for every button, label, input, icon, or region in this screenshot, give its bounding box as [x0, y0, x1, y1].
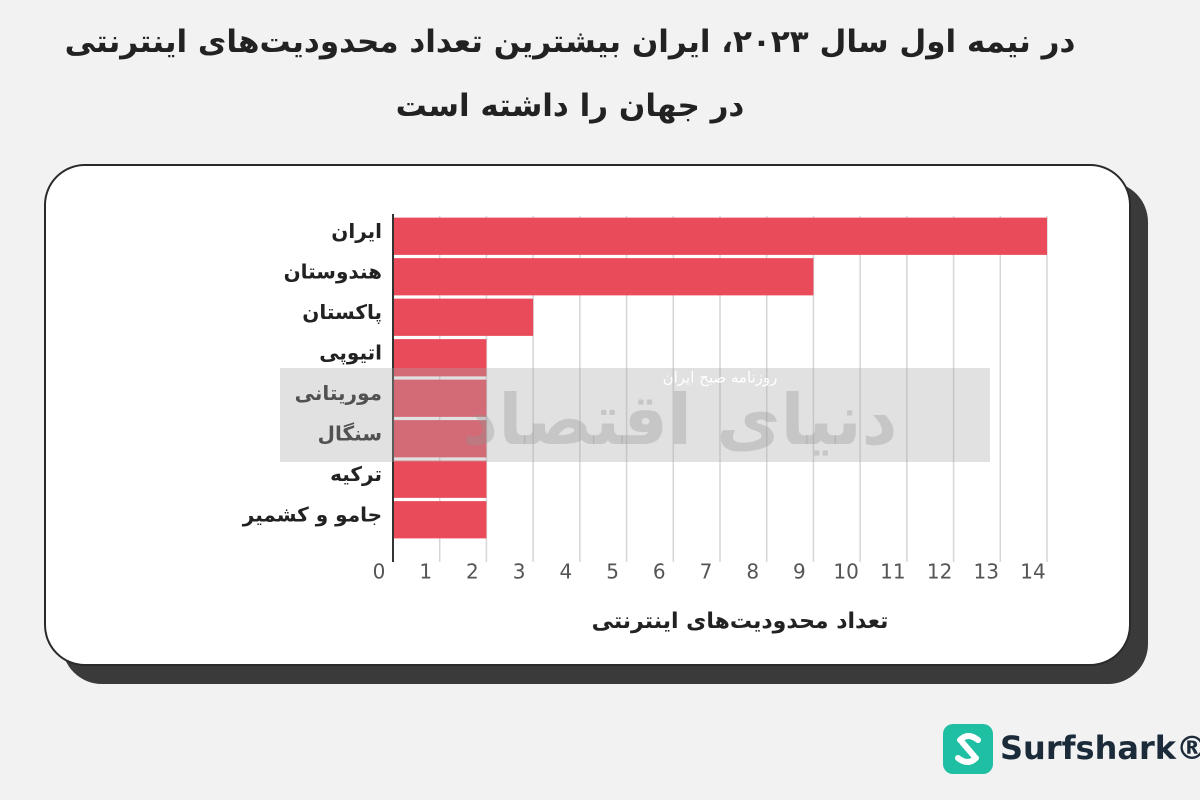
y-tick-label: پاکستان	[302, 300, 382, 325]
logo-mark	[955, 733, 981, 765]
watermark-band	[280, 368, 990, 462]
x-tick-label: 3	[513, 560, 526, 584]
bar	[393, 258, 814, 296]
logo-text: Surfshark®	[1000, 729, 1200, 767]
x-tick-label: 7	[700, 560, 713, 584]
y-tick-label: ترکیه	[330, 462, 382, 486]
bar	[393, 379, 487, 417]
y-tick-label: هندوستان	[284, 259, 382, 283]
y-tick-label: ایران	[331, 219, 382, 243]
y-tick-label: موریتانی	[295, 381, 382, 405]
x-tick-label: 11	[880, 560, 905, 584]
watermark-brand: دنیای اقتصاد	[462, 379, 897, 461]
x-tick-label: 10	[833, 560, 858, 584]
plot: 0 1 2 3 4 5 6 7 8 9 10 11 12 13 14ایرانهندوستانپاکستان…	[242, 214, 1048, 584]
y-tick-label: اتیوپی	[319, 340, 382, 365]
card	[44, 164, 1131, 666]
x-tick-label: 9	[793, 560, 806, 584]
x-tick-label: 5	[606, 560, 619, 584]
bar	[393, 298, 534, 336]
x-tick-label: 14	[1020, 560, 1045, 584]
x-tick-label: 12	[927, 560, 952, 584]
bar	[393, 501, 487, 539]
chart-title: در نیمه اول سال ۲۰۲۳، ایران بیشترین تعدا…	[64, 24, 1076, 124]
x-tick-label: 4	[559, 560, 572, 584]
y-tick-label: سنگال	[318, 421, 382, 445]
x-tick-label: 6	[653, 560, 666, 584]
x-tick-label: 8	[746, 560, 759, 584]
y-tick-label: جامو و کشمیر	[242, 502, 382, 526]
x-tick-label: 1	[419, 560, 432, 584]
bar	[393, 420, 487, 458]
bar	[393, 460, 487, 498]
bar	[393, 339, 487, 377]
x-axis-label: تعداد محدودیت‌های اینترنتی	[592, 609, 889, 634]
x-tick-label: 0	[373, 560, 386, 584]
bar	[393, 217, 1047, 255]
x-tick-label: 13	[974, 560, 999, 584]
watermark-text: روزنامه صبح ایران	[663, 369, 778, 387]
x-tick-label: 2	[466, 560, 479, 584]
